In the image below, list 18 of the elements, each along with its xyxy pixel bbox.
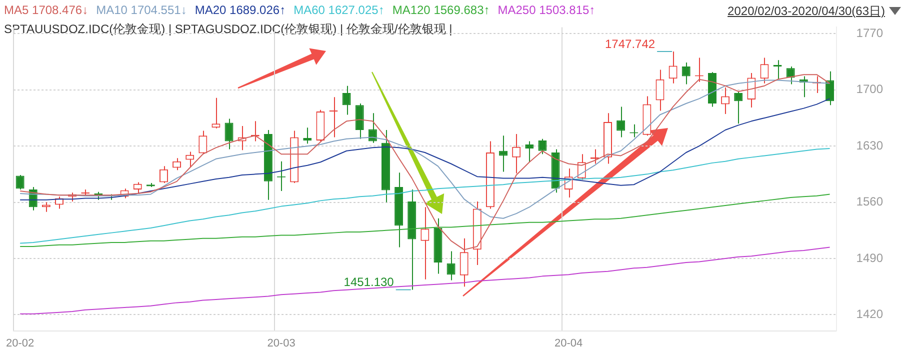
annotation: 1451.130	[344, 275, 394, 290]
x-tick-label: 20-03	[267, 337, 296, 350]
y-tick-label: 1770	[856, 26, 884, 40]
text: MA20 1689.026↑	[194, 3, 286, 17]
y-tick-label: 1700	[856, 82, 884, 96]
text: MA120 1569.683↑	[392, 3, 490, 17]
text: MA60 1627.025↑	[294, 3, 384, 17]
y-tick-label: 1630	[856, 138, 884, 152]
text: MA5 1708.476↓	[4, 3, 88, 17]
text: MA10 1704.551↓	[96, 3, 187, 17]
text: MA250 1503.815↑	[498, 3, 596, 17]
chart-subtitle: 2020/02/03-2020/04/30(63日)	[728, 3, 885, 20]
y-tick-label: 1490	[856, 250, 884, 265]
y-tick-label: 1560	[856, 194, 884, 209]
y-tick-label: 1420	[856, 307, 884, 322]
x-tick-label: 20-02	[6, 337, 34, 350]
x-tick-label: 20-04	[554, 337, 583, 350]
annotation: 1747.742	[604, 36, 656, 51]
